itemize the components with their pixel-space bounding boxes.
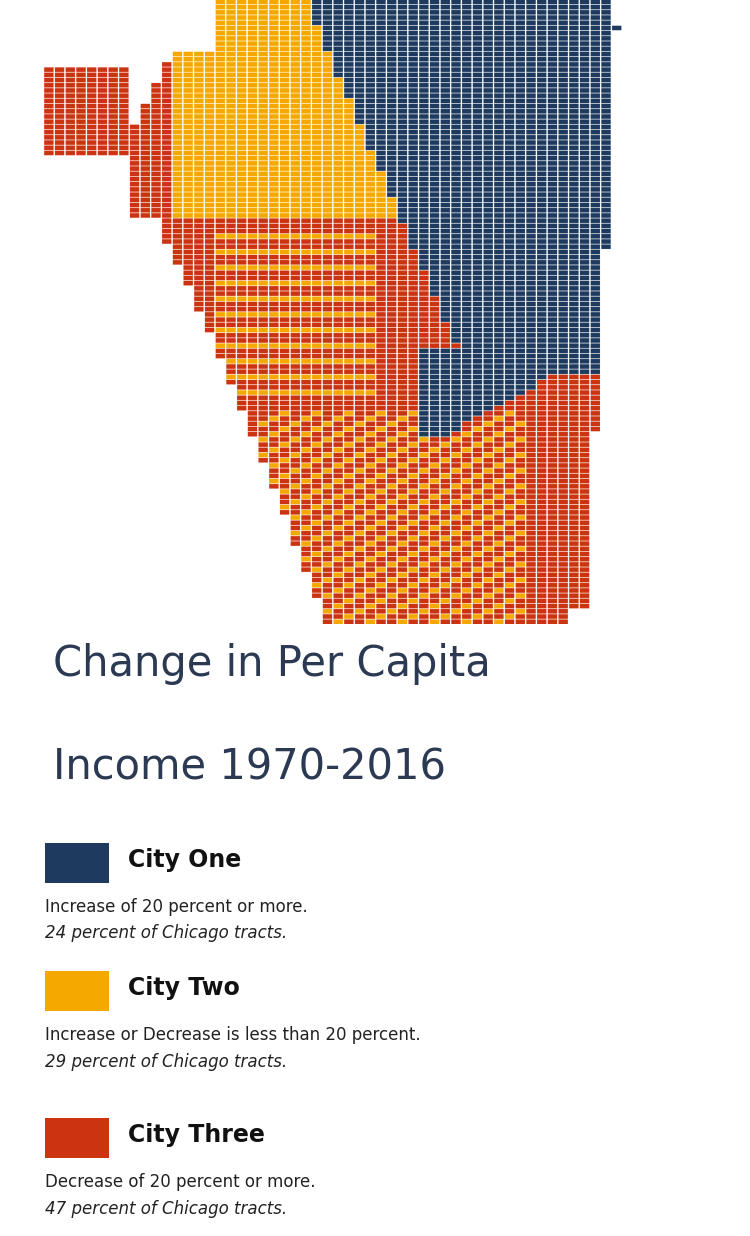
FancyBboxPatch shape: [45, 843, 109, 883]
Text: Income 1970-2016: Income 1970-2016: [53, 747, 446, 789]
Text: Change in Per Capita: Change in Per Capita: [53, 643, 491, 685]
Text: Increase or Decrease is less than 20 percent.: Increase or Decrease is less than 20 per…: [45, 1026, 421, 1044]
Text: City Three: City Three: [128, 1124, 264, 1147]
Text: City Two: City Two: [128, 976, 239, 1000]
Text: City One: City One: [128, 848, 241, 871]
Text: 47 percent of Chicago tracts.: 47 percent of Chicago tracts.: [45, 1200, 287, 1217]
Text: 24 percent of Chicago tracts.: 24 percent of Chicago tracts.: [45, 925, 287, 942]
FancyBboxPatch shape: [45, 971, 109, 1011]
FancyBboxPatch shape: [45, 1119, 109, 1158]
Text: Decrease of 20 percent or more.: Decrease of 20 percent or more.: [45, 1173, 316, 1192]
Text: 29 percent of Chicago tracts.: 29 percent of Chicago tracts.: [45, 1053, 287, 1070]
Text: Increase of 20 percent or more.: Increase of 20 percent or more.: [45, 899, 308, 916]
